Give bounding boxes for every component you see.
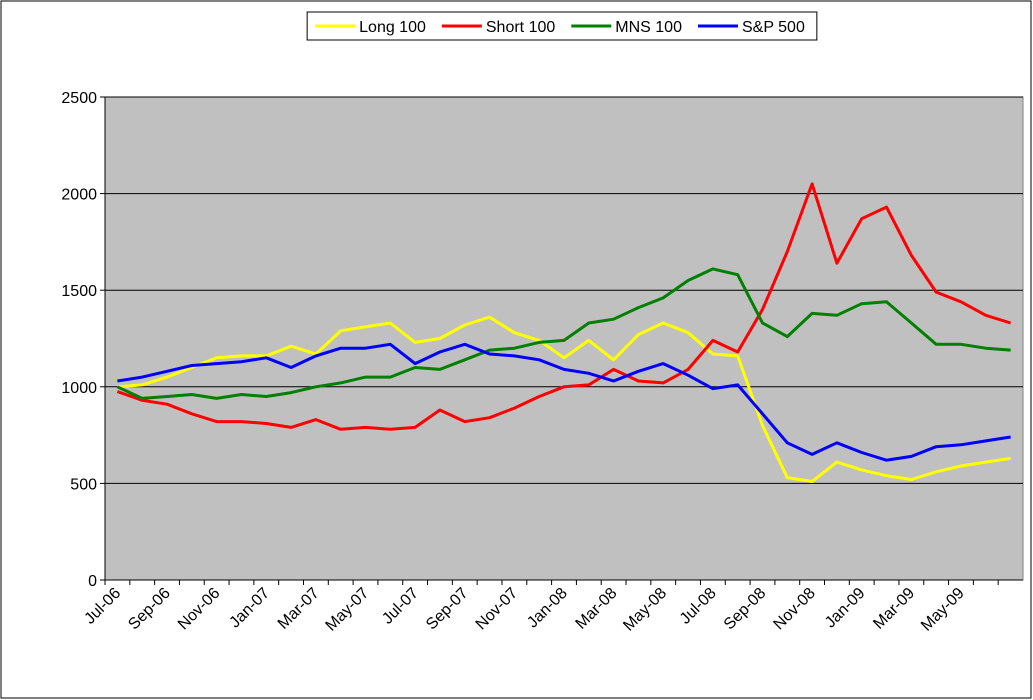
y-tick-label: 1000	[61, 380, 97, 397]
legend: Long 100 Short 100 MNS 100 S&P 500	[306, 11, 818, 41]
y-tick-label: 0	[88, 573, 97, 590]
legend-label: Long 100	[359, 19, 426, 36]
plot-area	[104, 96, 1024, 581]
legend-label: Short 100	[486, 19, 555, 36]
series-line	[116, 267, 1011, 400]
y-tick-label: 1500	[61, 283, 97, 300]
y-tick-label: 2500	[61, 90, 97, 107]
legend-label: S&P 500	[742, 19, 805, 36]
series-line	[117, 342, 1011, 462]
y-tick-label: 500	[70, 476, 97, 493]
series-line	[117, 315, 1011, 483]
series-line	[116, 182, 1012, 431]
legend-label: MNS 100	[615, 19, 682, 36]
y-tick-label: 2000	[61, 187, 97, 204]
